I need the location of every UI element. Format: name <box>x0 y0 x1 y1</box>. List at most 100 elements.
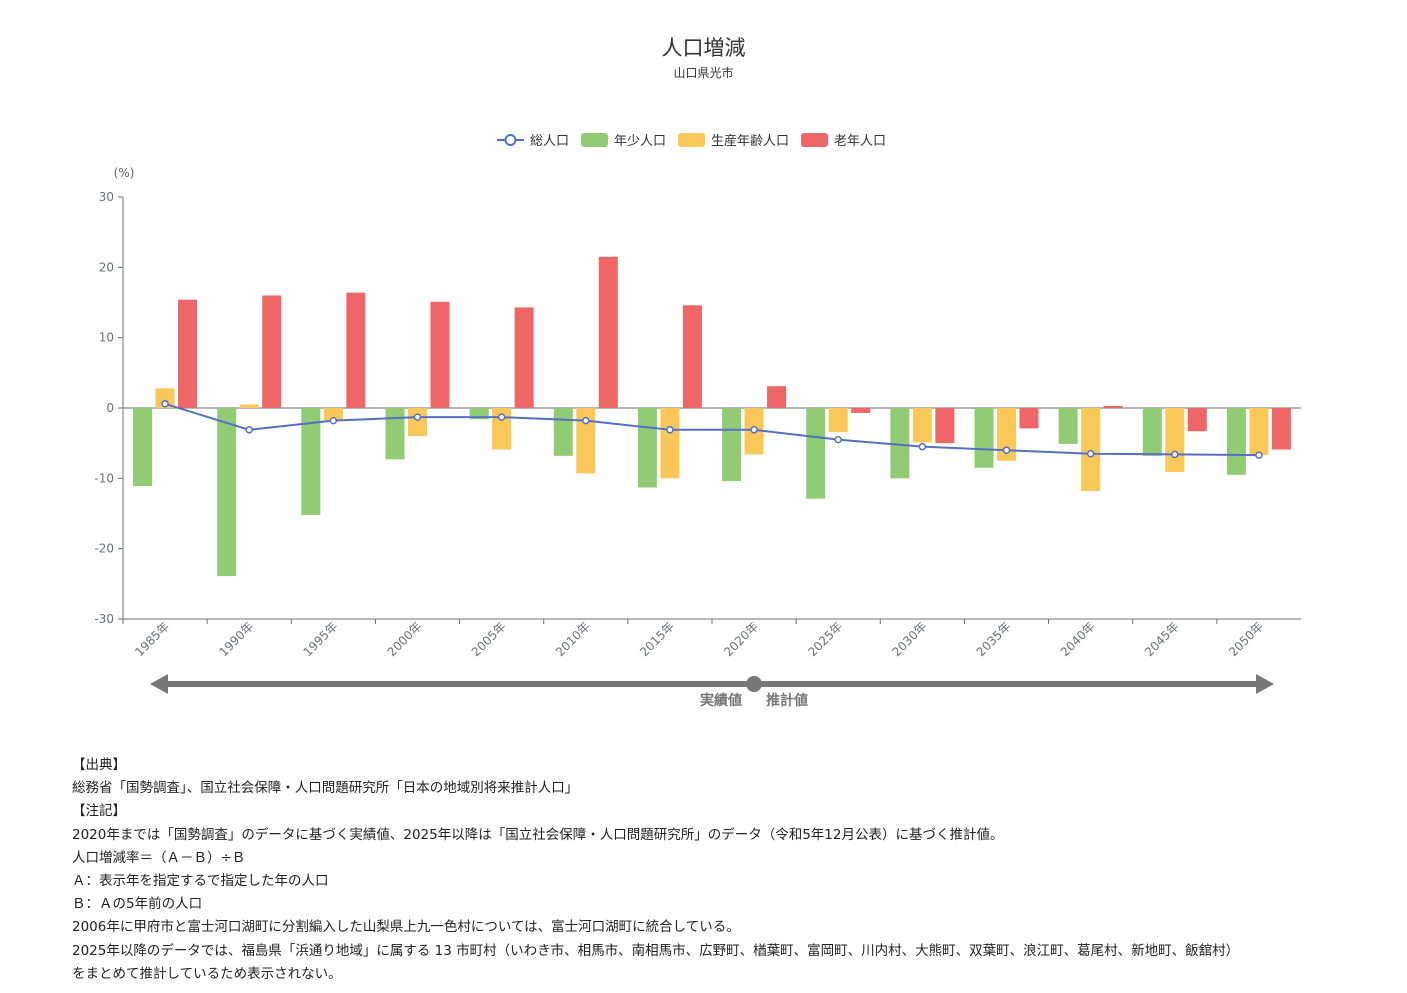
bar-1-11 <box>974 408 994 468</box>
bar-3-6 <box>598 256 618 408</box>
period-projected-label: 推計値 <box>766 692 808 709</box>
x-tick-label: 2015年 <box>637 619 677 659</box>
bar-3-10 <box>935 408 955 444</box>
period-arrow-right-head <box>1256 674 1274 694</box>
total-population-point-14 <box>1255 451 1263 459</box>
source-text: 総務省「国勢調査」、国立社会保障・人口問題研究所「日本の地域別将来推計人口」 <box>72 780 579 797</box>
note-line-4: Ｂ：Ａの5年前の人口 <box>72 896 203 913</box>
x-tick-label: 2010年 <box>553 619 593 659</box>
bar-1-8 <box>722 408 742 482</box>
bar-1-12 <box>1058 408 1078 444</box>
note-line-6: 2025年以降のデータでは、福島県「浜通り地域」に属する 13 市町村（いわき市… <box>72 942 1240 959</box>
total-population-point-4 <box>413 413 422 421</box>
bar-1-5 <box>469 408 489 420</box>
total-population-line <box>161 400 1263 459</box>
x-tick-label: 2035年 <box>974 619 1014 659</box>
bar-3-3 <box>346 292 366 408</box>
y-tick-label: 30 <box>99 190 114 204</box>
total-population-point-6 <box>582 416 590 425</box>
bar-2-14 <box>1249 408 1269 456</box>
x-tick-label: 2005年 <box>469 619 509 659</box>
legend-label: 生産年齢人口 <box>711 133 789 149</box>
period-divider-dot <box>746 676 762 692</box>
bar-2-10 <box>912 408 932 443</box>
bar-1-6 <box>553 408 573 456</box>
y-axis-unit-label: (%) <box>114 166 135 180</box>
notes-section: 【出典】 総務省「国勢調査」、国立社会保障・人口問題研究所「日本の地域別将来推計… <box>72 754 1392 986</box>
x-tick-label: 1995年 <box>300 619 340 659</box>
x-tick-label: 2025年 <box>805 619 845 659</box>
bar-3-14 <box>1271 408 1291 450</box>
period-arrow: 実績値 推計値 <box>150 674 1274 709</box>
legend-item-3: 生産年齢人口 <box>678 133 789 149</box>
total-population-point-13 <box>1171 450 1179 459</box>
legend-swatch <box>801 133 829 147</box>
bar-1-2 <box>217 408 237 577</box>
period-arrow-left-head <box>150 674 168 694</box>
bar-3-7 <box>682 305 702 408</box>
legend-item-4: 老年人口 <box>801 133 886 149</box>
note-line-5: 2006年に甲府市と富士河口湖町に分割編入した山梨県上九一色村については、富士河… <box>72 919 740 936</box>
total-population-point-12 <box>1086 449 1095 458</box>
total-population-point-7 <box>666 426 674 434</box>
total-population-point-9 <box>834 435 842 444</box>
x-tick-label: 2030年 <box>889 619 929 659</box>
x-tick-label: 2045年 <box>1142 619 1182 659</box>
bar-2-9 <box>828 408 848 432</box>
bar-1-7 <box>637 408 657 488</box>
population-change-chart: 総人口 年少人口 生産年齢人口 老年人口 (%) -30 -20 -10 0 10 20 30 1… <box>94 133 1301 709</box>
total-population-point-2 <box>245 426 253 434</box>
total-population-polyline <box>164 402 1259 457</box>
chart-subtitle: 山口県光市 <box>673 66 734 80</box>
bar-1-14 <box>1226 408 1246 475</box>
x-tick-label: 2020年 <box>721 619 761 659</box>
bar-2-1 <box>155 388 175 408</box>
x-tick-label: 1990年 <box>216 619 256 659</box>
bar-2-2 <box>239 404 259 408</box>
bar-3-12 <box>1103 405 1123 408</box>
bar-3-8 <box>767 386 787 408</box>
bar-3-9 <box>851 408 871 413</box>
period-actual-label: 実績値 <box>700 692 742 709</box>
bar-3-13 <box>1187 408 1207 432</box>
bar-1-9 <box>806 408 826 499</box>
total-population-point-1 <box>161 400 169 408</box>
bar-1-3 <box>301 408 321 515</box>
note-line-3: Ａ：表示年を指定するで指定した年の人口 <box>72 873 329 890</box>
bar-3-5 <box>514 307 534 408</box>
legend-label: 老年人口 <box>834 134 886 149</box>
bar-3-2 <box>262 295 282 408</box>
note-line-7: をまとめて推計しているため表示されない。 <box>72 965 342 982</box>
legend-swatch <box>581 133 609 147</box>
bar-2-11 <box>997 408 1016 461</box>
bar-1-4 <box>385 408 405 460</box>
bar-3-4 <box>430 301 450 408</box>
bar-2-3 <box>323 408 343 421</box>
x-tick-label: 2000年 <box>385 619 425 659</box>
bar-2-4 <box>408 408 427 437</box>
bar-1-1 <box>133 408 153 487</box>
notes-heading: 【注記】 <box>72 803 126 820</box>
bar-2-12 <box>1081 408 1101 491</box>
total-population-point-11 <box>1002 446 1011 454</box>
y-tick-label: -10 <box>94 471 114 485</box>
bar-3-11 <box>1019 408 1039 429</box>
note-line-2: 人口増減率＝（Ａ－Ｂ）÷Ｂ <box>72 849 246 866</box>
legend-line-marker <box>504 134 517 146</box>
y-tick-label: -20 <box>94 542 114 556</box>
bar-2-6 <box>576 408 596 474</box>
y-tick-label: -30 <box>94 612 114 626</box>
legend-label: 総人口 <box>530 134 569 149</box>
legend-item-2: 年少人口 <box>581 133 666 149</box>
bar-2-5 <box>492 408 512 450</box>
note-line-1: 2020年までは「国勢調査」のデータに基づく実績値、2025年以降は「国立社会保… <box>72 826 1004 843</box>
total-population-point-8 <box>750 426 758 434</box>
x-axis: 1985年 1990年 1995年 2000年 2005年 2010年 2015年 2020年… <box>122 619 1266 659</box>
bar-1-10 <box>890 408 910 479</box>
total-population-point-5 <box>497 413 506 421</box>
y-tick-label: 0 <box>106 401 114 415</box>
source-heading: 【出典】 <box>72 757 126 773</box>
legend-swatch <box>678 133 706 147</box>
x-tick-label: 2040年 <box>1058 619 1098 659</box>
bar-2-13 <box>1165 408 1185 473</box>
